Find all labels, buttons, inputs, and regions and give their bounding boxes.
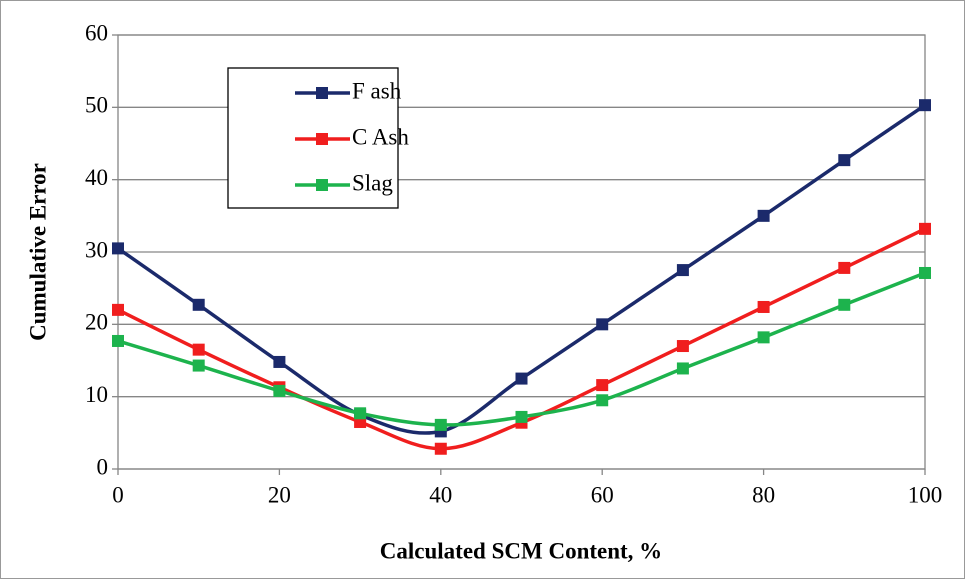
marker bbox=[919, 99, 931, 112]
y-tick-label: 30 bbox=[85, 237, 108, 262]
y-axis-title: Cumulative Error bbox=[25, 163, 50, 341]
marker bbox=[838, 298, 851, 311]
marker bbox=[192, 343, 205, 356]
marker bbox=[434, 418, 447, 431]
legend-label: Slag bbox=[352, 170, 393, 195]
y-tick-label: 50 bbox=[85, 93, 108, 118]
x-axis-title: Calculated SCM Content, % bbox=[380, 538, 662, 563]
marker bbox=[515, 410, 528, 423]
marker bbox=[273, 384, 286, 397]
legend-marker bbox=[316, 87, 328, 99]
x-tick-label: 80 bbox=[752, 482, 775, 507]
marker bbox=[838, 261, 851, 274]
legend-marker bbox=[316, 133, 328, 145]
marker bbox=[757, 331, 770, 344]
y-tick-label: 0 bbox=[97, 454, 109, 479]
y-tick-label: 20 bbox=[85, 310, 108, 335]
x-tick-label: 60 bbox=[591, 482, 614, 507]
marker bbox=[596, 394, 609, 407]
legend-label: F ash bbox=[352, 78, 402, 103]
marker bbox=[757, 300, 770, 313]
x-tick-label: 100 bbox=[908, 482, 943, 507]
x-tick-label: 0 bbox=[112, 482, 124, 507]
marker bbox=[354, 407, 367, 420]
marker bbox=[112, 334, 124, 347]
marker bbox=[515, 372, 528, 385]
marker bbox=[596, 318, 609, 331]
y-tick-label: 60 bbox=[85, 20, 108, 45]
y-tick-label: 10 bbox=[85, 382, 108, 407]
x-tick-label: 40 bbox=[429, 482, 452, 507]
marker bbox=[112, 242, 124, 255]
marker bbox=[596, 379, 609, 392]
marker bbox=[434, 442, 447, 455]
marker bbox=[273, 355, 286, 368]
marker bbox=[676, 264, 689, 277]
marker bbox=[676, 362, 689, 375]
marker bbox=[192, 298, 205, 311]
marker bbox=[676, 340, 689, 353]
marker bbox=[919, 222, 931, 235]
marker bbox=[192, 359, 205, 372]
y-tick-label: 40 bbox=[85, 165, 108, 190]
marker bbox=[838, 154, 851, 167]
legend-label: C Ash bbox=[352, 124, 409, 149]
legend-marker bbox=[316, 179, 328, 191]
marker bbox=[919, 266, 931, 279]
marker bbox=[112, 303, 124, 316]
x-tick-label: 20 bbox=[268, 482, 291, 507]
marker bbox=[757, 209, 770, 222]
